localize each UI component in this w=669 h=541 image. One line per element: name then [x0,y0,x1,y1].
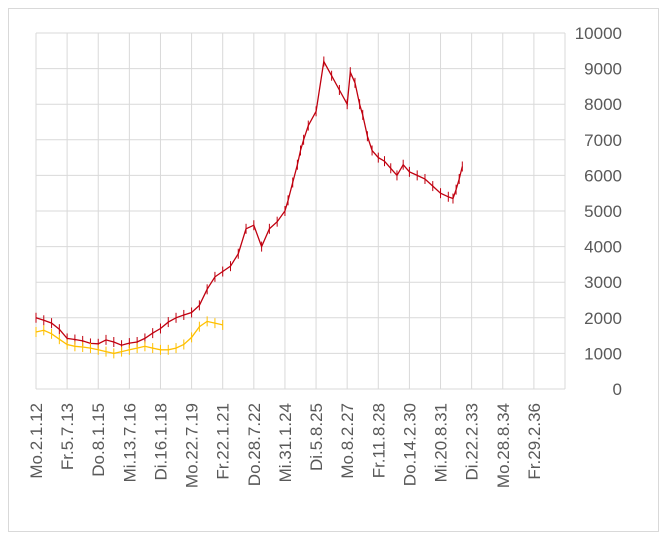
x-tick-label: Do.28.7.22 [245,403,264,486]
x-tick-label: Fr.29.2.36 [525,403,544,480]
x-tick-label: Fr.5.7.13 [58,403,77,470]
x-tick-label: Mi.31.1.24 [276,403,295,482]
x-tick-label: Di.5.8.25 [307,403,326,471]
y-tick-label: 2000 [584,309,622,328]
x-tick-label: Do.8.1.15 [89,403,108,477]
horizontal-gridlines [36,32,565,354]
y-tick-label: 6000 [584,166,622,185]
x-tick-label: Di.22.2.33 [463,403,482,481]
x-tick-label: Mo.8.2.27 [338,403,357,479]
y-tick-label: 10000 [575,24,622,43]
series-layer [35,56,463,359]
y-tick-label: 8000 [584,95,622,114]
x-axis-tick-labels: Mo.2.1.12 Fr.5.7.13 Do.8.1.15 Mi.13.7.16 Di.… [27,403,544,488]
x-tick-label: Fr.11.8.28 [369,403,388,478]
y-tick-label: 7000 [584,131,622,150]
y-tick-label: 9000 [584,60,622,79]
x-tick-label: Do.14.2.30 [400,403,419,486]
x-tick-label: Mi.13.7.16 [120,403,139,482]
x-tick-label: Mo.22.7.19 [183,403,202,488]
x-tick-label: Mo.2.1.12 [27,403,46,479]
y-tick-label: 3000 [584,273,622,292]
chart-frame: 0 1000 2000 3000 4000 5000 6000 7000 8000 9000 100… [8,8,659,532]
x-tick-label: Mi.20.8.31 [432,403,451,482]
y-axis-tick-labels: 0 1000 2000 3000 4000 5000 6000 7000 8000 9000 100… [575,24,622,399]
x-tick-label: Fr.22.1.21 [214,403,233,480]
y-tick-label: 0 [613,380,622,399]
line-chart: 0 1000 2000 3000 4000 5000 6000 7000 8000 9000 100… [27,24,622,488]
x-tick-label: Mo.28.8.34 [494,403,513,488]
y-tick-label: 5000 [584,202,622,221]
x-tick-label: Di.16.1.18 [151,403,170,481]
y-tick-label: 4000 [584,238,622,257]
y-tick-label: 1000 [584,344,622,363]
